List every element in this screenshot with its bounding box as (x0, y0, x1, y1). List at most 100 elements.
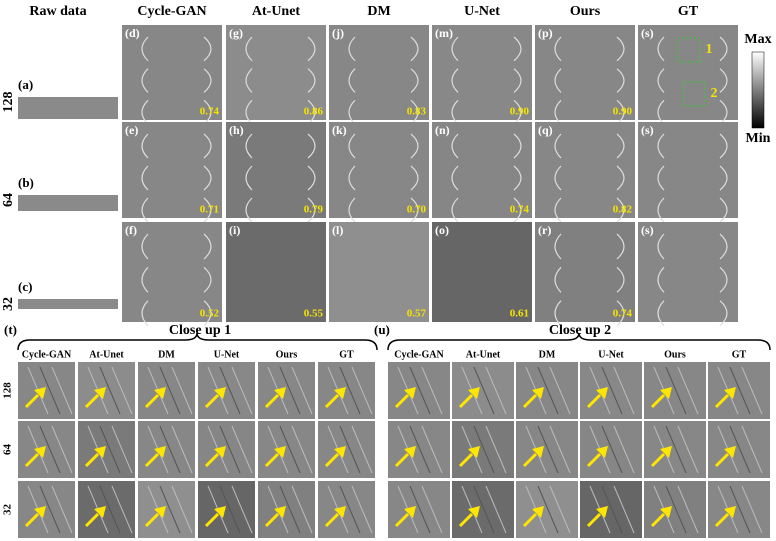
arrow-shaft (24, 512, 40, 528)
texture-arc (657, 68, 665, 93)
texture-streak (291, 485, 313, 534)
texture-streak (729, 366, 751, 415)
texture-arc (451, 197, 459, 223)
texture-arc (410, 165, 419, 191)
texture-streak (601, 425, 623, 474)
arrow-shaft (522, 512, 538, 528)
arrow-head (724, 446, 736, 458)
texture-arc (141, 36, 149, 62)
score: 0.70 (407, 204, 427, 216)
arrow-head (404, 446, 416, 458)
image-tile (329, 122, 429, 218)
texture-streak (613, 485, 635, 534)
panel-label: (c) (18, 279, 32, 294)
texture-arc (141, 133, 149, 159)
panel-label: (d) (125, 26, 140, 40)
texture-arc (451, 133, 459, 159)
column-header: U-Net (598, 349, 624, 360)
raw-data-strip (18, 195, 118, 211)
texture-arc (616, 197, 625, 223)
panel-label: (m) (435, 26, 453, 40)
image-tile (432, 25, 532, 120)
arrow-head (274, 387, 286, 399)
panel-label: (i) (229, 223, 240, 237)
texture-arc (451, 36, 459, 62)
texture-arc (657, 133, 665, 159)
texture-arc (203, 300, 212, 327)
column-header: GT (678, 4, 699, 19)
arrow-head (214, 387, 226, 399)
column-header: Cycle-GAN (137, 4, 206, 19)
panel-label: (r) (538, 223, 551, 237)
arrow-shaft (522, 452, 538, 468)
arrow-head (532, 506, 544, 518)
image-tile (226, 222, 326, 322)
texture-arc (245, 165, 253, 191)
texture-streak (473, 366, 495, 415)
texture-arc (245, 197, 253, 223)
arrow-shaft (458, 512, 474, 528)
texture-arc (348, 133, 356, 159)
texture-streak (549, 485, 571, 534)
column-header: At-Unet (252, 4, 301, 19)
texture-streak (549, 366, 571, 415)
arrow-head (532, 387, 544, 399)
arrow-head (154, 446, 166, 458)
image-tile (638, 25, 738, 120)
arrow-head (94, 387, 106, 399)
column-header: GT (732, 349, 747, 360)
texture-streak (99, 485, 121, 534)
image-tile (122, 222, 222, 322)
column-header: DM (158, 349, 175, 360)
arrow-shaft (458, 393, 474, 409)
texture-arc (554, 197, 562, 223)
texture-arc (203, 36, 212, 62)
column-header: At-Unet (89, 349, 124, 360)
column-header: Cycle-GAN (22, 349, 72, 360)
arrow-head (468, 506, 480, 518)
texture-arc (554, 300, 562, 327)
texture-arc (719, 300, 728, 327)
arrow-head (334, 387, 346, 399)
texture-streak (171, 366, 193, 415)
texture-arc (513, 165, 522, 191)
arrow-head (94, 446, 106, 458)
texture-streak (729, 425, 751, 474)
panel-label: (q) (538, 123, 553, 137)
texture-arc (245, 36, 253, 62)
texture-streak (99, 425, 121, 474)
row-label: 32 (1, 297, 16, 311)
column-header: DM (539, 349, 556, 360)
arrow-head (334, 506, 346, 518)
arrow-head (34, 387, 46, 399)
panel-label: (p) (538, 26, 553, 40)
texture-arc (513, 197, 522, 223)
arrow-shaft (650, 393, 666, 409)
texture-streak (351, 485, 373, 534)
texture-streak (537, 425, 559, 474)
score: 0.52 (200, 308, 220, 320)
texture-arc (141, 165, 149, 191)
image-tile (122, 122, 222, 218)
image-tile (226, 25, 326, 120)
arrow-head (404, 506, 416, 518)
texture-arc (203, 233, 212, 260)
texture-arc (719, 68, 728, 93)
texture-streak (219, 425, 241, 474)
texture-streak (219, 366, 241, 415)
texture-arc (307, 165, 316, 191)
texture-arc (554, 233, 562, 260)
arrow-head (724, 387, 736, 399)
arrow-shaft (204, 452, 220, 468)
arrow-shaft (714, 452, 730, 468)
arrow-head (724, 506, 736, 518)
texture-arc (657, 36, 665, 62)
texture-streak (613, 425, 635, 474)
gt-box (677, 37, 701, 63)
texture-streak (111, 366, 133, 415)
texture-streak (159, 485, 181, 534)
arrow-head (596, 506, 608, 518)
texture-streak (111, 485, 133, 534)
arrow-head (34, 506, 46, 518)
